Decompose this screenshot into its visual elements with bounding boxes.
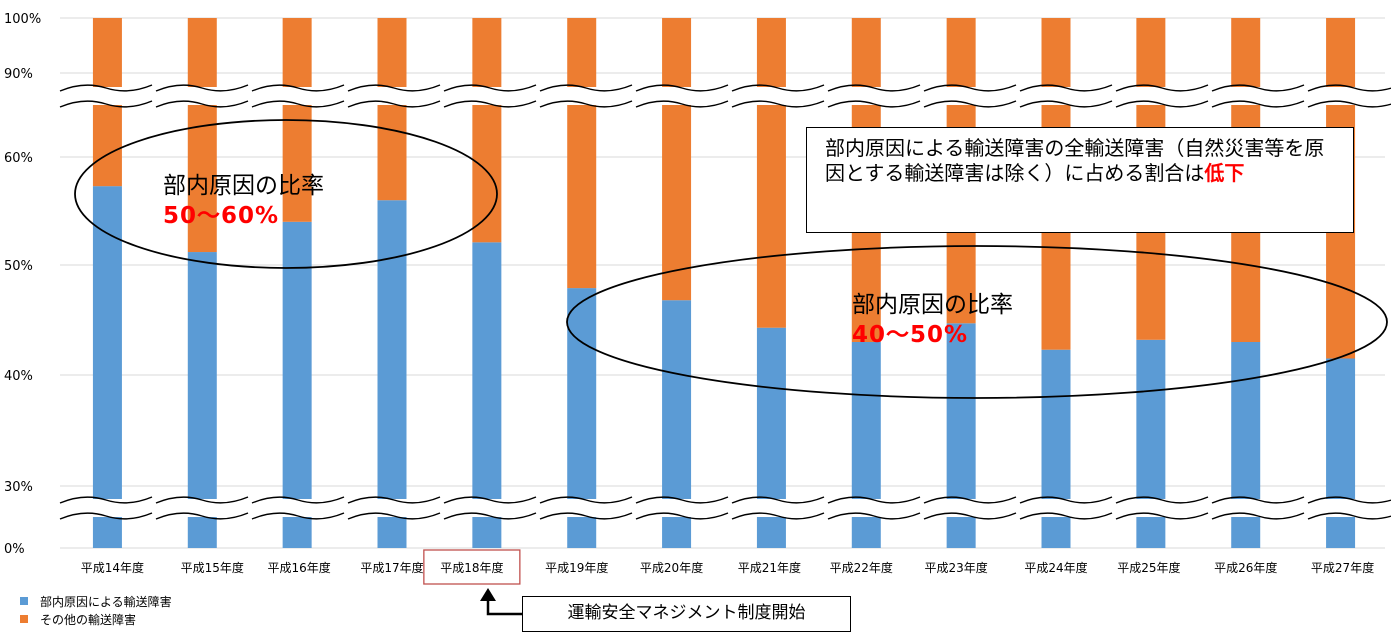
note-highlight: 低下 (1204, 161, 1245, 185)
bar-internal (1326, 358, 1356, 548)
legend-item-internal: 部内原因による輸送障害 (20, 593, 172, 610)
x-tick-label: 平成22年度 (830, 560, 893, 575)
bar-other (567, 18, 597, 289)
bar-internal (377, 200, 407, 548)
axis-break-line (59, 496, 1391, 504)
axis-break-line (59, 512, 1391, 520)
milestone-box: 運輸安全マネジメント制度開始 (522, 596, 851, 632)
x-tick-label: 平成14年度 (81, 560, 144, 575)
bar-other (187, 18, 217, 253)
x-tick-label: 平成21年度 (738, 560, 801, 575)
bar-internal (1041, 349, 1071, 548)
x-tick-label: 平成15年度 (181, 560, 244, 575)
bar-internal (1231, 342, 1261, 548)
y-tick-label: 30% (4, 480, 33, 495)
x-tick-label: 平成16年度 (268, 560, 331, 575)
y-tick-label: 60% (4, 151, 33, 166)
bar-internal (282, 221, 312, 549)
bar-internal (187, 252, 217, 549)
y-tick-label: 50% (4, 259, 33, 274)
y-tick-label: 100% (4, 12, 41, 27)
note-box: 部内原因による輸送障害の全輸送障害（自然災害等を原因とする輸送障害は除く）に占め… (806, 127, 1354, 233)
bar-other (377, 18, 407, 201)
legend-item-other: その他の輸送障害 (20, 611, 136, 628)
milestone-text: 運輸安全マネジメント制度開始 (567, 603, 806, 623)
ellipse-right-label: 部内原因の比率 40～50% (852, 290, 1013, 350)
ellipse-right-title: 部内原因の比率 (852, 292, 1013, 318)
x-tick-label: 平成25年度 (1117, 560, 1180, 575)
legend-swatch-internal (20, 597, 28, 605)
x-tick-label: 平成27年度 (1311, 560, 1374, 575)
ellipse-right (566, 245, 1388, 399)
legend-label-other: その他の輸送障害 (40, 613, 137, 627)
axis-break-line (59, 100, 1391, 108)
ellipse-right-value: 40～50% (852, 322, 969, 348)
milestone-arrow-head (480, 588, 496, 601)
bar-other (756, 18, 786, 328)
x-tick-label: 平成23年度 (925, 560, 988, 575)
highlight-box (423, 549, 521, 585)
axis-break-band (55, 87, 1391, 105)
ellipse-left-title: 部内原因の比率 (163, 173, 324, 199)
y-tick-label: 90% (4, 67, 33, 82)
milestone-arrow-line (486, 596, 522, 616)
bar-internal (92, 186, 122, 548)
bar-other (662, 18, 692, 301)
legend-swatch-other (20, 615, 28, 623)
ellipse-left (74, 119, 498, 269)
x-tick-label: 平成26年度 (1214, 560, 1277, 575)
x-tick-label: 平成19年度 (545, 560, 608, 575)
x-tick-label: 平成17年度 (360, 560, 423, 575)
y-tick-label: 0% (4, 542, 25, 557)
note-text: 部内原因による輸送障害の全輸送障害（自然災害等を原因とする輸送障害は除く）に占め… (825, 136, 1325, 185)
legend-label-internal: 部内原因による輸送障害 (40, 595, 172, 609)
y-tick-label: 40% (4, 369, 33, 384)
bar-other (472, 18, 502, 243)
x-tick-label: 平成18年度 (440, 560, 503, 575)
x-tick-label: 平成20年度 (640, 560, 703, 575)
x-tick-label: 平成24年度 (1024, 560, 1087, 575)
ellipse-left-label: 部内原因の比率 50～60% (163, 171, 324, 231)
axis-break-line (59, 84, 1391, 92)
axis-break-band (55, 499, 1391, 517)
ellipse-left-value: 50～60% (163, 203, 280, 229)
